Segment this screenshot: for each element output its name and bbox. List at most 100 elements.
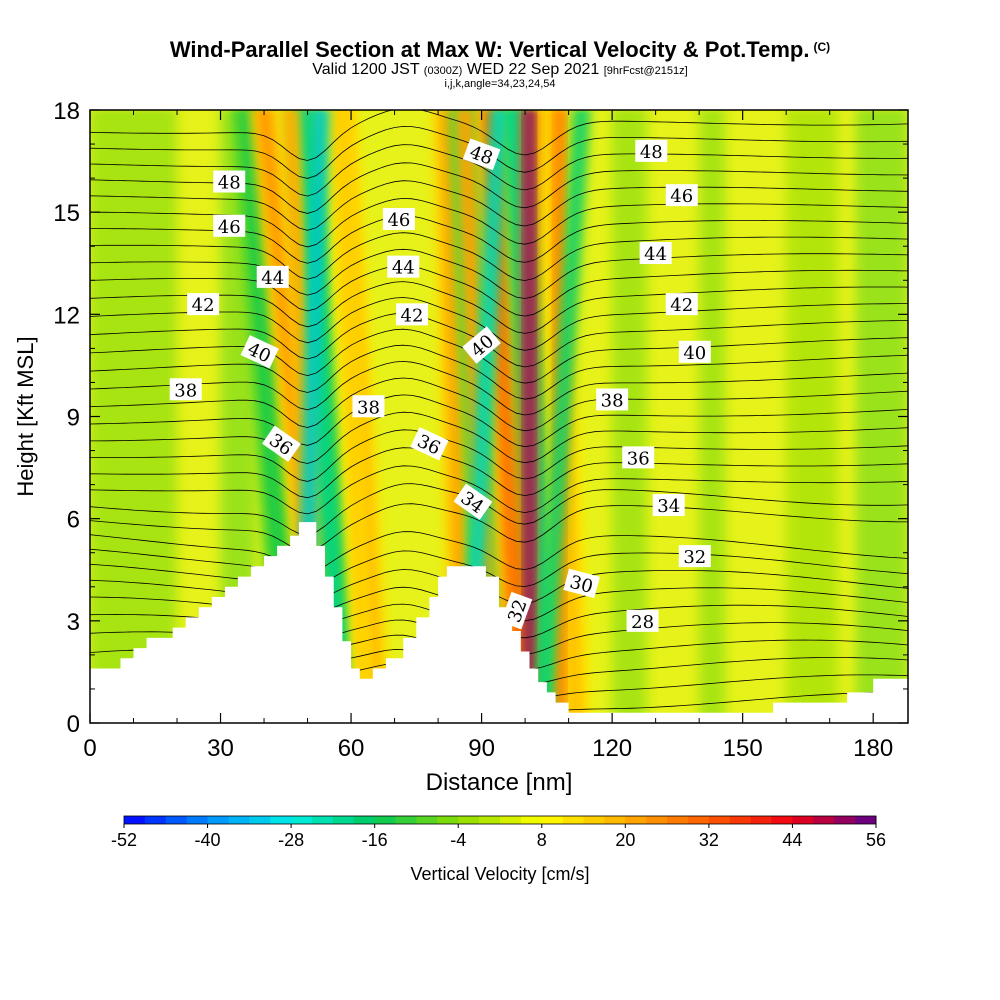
updraft-core — [525, 110, 534, 723]
contour-label-box — [678, 340, 711, 363]
contour-label: 42 — [665, 293, 698, 316]
contour-label-box — [500, 591, 533, 630]
contour-label-box — [382, 207, 415, 230]
contour-label-text: 48 — [218, 173, 241, 194]
isentrope-line — [90, 232, 908, 281]
colorbar-tick-label: -16 — [362, 830, 388, 850]
contour-label-text: 46 — [387, 210, 410, 231]
contour-label-text: 34 — [657, 496, 680, 517]
colorbar-swatch — [144, 816, 167, 824]
x-tick-label: 90 — [468, 735, 495, 762]
y-tick-label: 6 — [67, 507, 80, 534]
isentrope-line — [90, 344, 908, 400]
contour-label-text: 48 — [640, 142, 663, 163]
contour-label-box — [256, 265, 289, 288]
colorbar-swatch — [729, 816, 752, 824]
valid-date: WED 22 Sep 2021 — [466, 61, 600, 78]
contour-label-box — [635, 139, 668, 162]
contour-label: 44 — [256, 265, 289, 289]
contour-label-text: 42 — [401, 305, 424, 326]
contour-label: 32 — [678, 545, 711, 568]
colorbar-frame — [123, 815, 877, 825]
y-tick-label: 0 — [67, 711, 80, 738]
colorbar-tick-label: 44 — [782, 830, 802, 850]
contour-label-text: 38 — [357, 397, 380, 418]
colorbar-tick-label: 56 — [866, 830, 886, 850]
y-tick-label: 12 — [53, 302, 80, 329]
colorbar-swatch — [249, 816, 271, 824]
y-tick-label: 15 — [53, 200, 80, 227]
contour-label: 44 — [387, 255, 420, 279]
colorbar-swatch — [625, 816, 647, 824]
contour-label-box — [262, 425, 301, 462]
colorbar-swatch — [165, 816, 188, 824]
contour-label-box — [462, 326, 501, 364]
contour-label: 38 — [596, 388, 629, 411]
colorbar-tick-label: -28 — [278, 830, 304, 850]
contour-label-text: 44 — [392, 258, 415, 279]
contour-label: 46 — [665, 184, 698, 207]
contour-label-text: 46 — [218, 217, 241, 238]
contour-label-text: 42 — [670, 295, 693, 316]
colorbar-swatch — [416, 816, 438, 824]
copyright-mark: (C) — [813, 40, 831, 54]
plot-area: 4846444240383646444238364840343248464442… — [90, 110, 908, 723]
isentrope-line — [90, 465, 908, 515]
colorbar-swatch — [771, 816, 793, 824]
valid-prefix: Valid 1200 JST — [312, 61, 420, 78]
contour-label-box — [665, 293, 698, 316]
contour-label-box — [213, 214, 246, 237]
colorbar-swatch — [604, 816, 626, 824]
contour-label-text: 44 — [261, 268, 284, 289]
colorbar-swatch — [834, 816, 856, 824]
isentrope-line — [90, 297, 908, 351]
colorbar-swatch — [750, 816, 773, 824]
isentrope-line — [90, 447, 908, 499]
valid-zulu: (0300Z) — [423, 65, 463, 77]
contour-label: 34 — [652, 494, 685, 517]
colorbar-swatch — [541, 816, 564, 824]
isentrope-line — [90, 144, 908, 197]
colorbar-swatch — [124, 816, 146, 824]
chart-title: Wind-Parallel Section at Max W: Vertical… — [0, 37, 1000, 63]
y-tick-label: 3 — [67, 609, 80, 636]
isentrope-line — [90, 248, 908, 299]
colorbar-swatch — [291, 816, 313, 824]
contour-label-box — [622, 446, 655, 469]
contour-label-text: 38 — [174, 380, 197, 401]
contour-label-box — [213, 170, 246, 193]
colorbar-swatch — [479, 816, 501, 824]
isentrope-line — [90, 312, 908, 368]
grid-indices: i,j,k,angle=34,23,24,54 — [444, 78, 556, 90]
colorbar-swatch — [520, 816, 543, 824]
colorbar-swatch — [395, 816, 417, 824]
colorbar-swatch — [458, 816, 480, 824]
contour-label-box — [626, 609, 659, 632]
colorbar-swatch — [437, 816, 459, 824]
x-tick-label: 0 — [83, 735, 96, 762]
isentrope-line — [90, 429, 908, 482]
contour-label: 48 — [213, 170, 246, 194]
background-band — [90, 110, 178, 723]
contour-label-text: 38 — [601, 390, 624, 411]
contour-label-box — [596, 388, 629, 411]
contour-label-text: 42 — [192, 295, 215, 316]
y-tick-label: 9 — [67, 405, 80, 432]
isentrope-line — [90, 503, 908, 552]
colorbar-swatch — [708, 816, 731, 824]
contour-label-box — [652, 494, 685, 517]
colorbar-swatch — [583, 816, 605, 824]
y-axis-label: Height [Kft MSL] — [13, 336, 38, 496]
contour-label: 46 — [382, 207, 415, 231]
colorbar-swatch — [374, 816, 397, 824]
isentrope-line — [90, 531, 908, 574]
colorbar-swatch — [688, 816, 710, 824]
colorbar-swatch — [855, 816, 877, 824]
colorbar-swatch — [228, 816, 250, 824]
contour-label: 28 — [626, 609, 659, 633]
contour-label-box — [462, 138, 501, 171]
contour-label-text: 44 — [644, 244, 667, 265]
contour-label: 38 — [169, 378, 202, 401]
x-tick-label: 180 — [853, 735, 893, 762]
